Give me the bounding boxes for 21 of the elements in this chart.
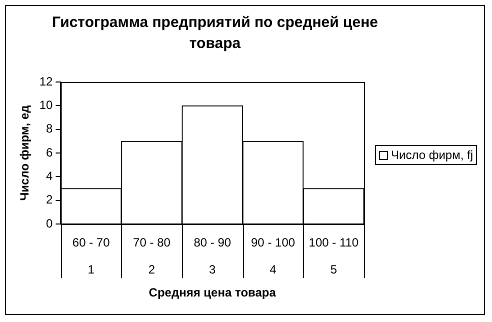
x-tick-label: 80 - 90 [194, 235, 232, 250]
y-tick-label: 0 [46, 216, 54, 230]
y-tick-label: 2 [46, 192, 54, 207]
text: Число фирм, fj [391, 148, 474, 162]
x-axis-title: Средняя цена товара [148, 285, 276, 300]
text: 5 [330, 262, 338, 276]
y-tick-label: 4 [46, 168, 54, 183]
x-tick-label: 90 - 100 [251, 235, 296, 250]
x-tick-label: 60 - 70 [72, 235, 110, 250]
text: 4 [270, 262, 277, 276]
y-tick-label: 12 [39, 74, 54, 88]
y-axis-title: Число фирм, ед [18, 104, 32, 201]
x-tick-label: 100 - 110 [308, 235, 359, 250]
text: 3 [209, 262, 216, 276]
text: 1 [88, 262, 95, 276]
chart-title: Гистограмма предприятий по средней цене товара [50, 13, 379, 54]
text: 2 [148, 262, 156, 276]
y-tick-label: 6 [46, 145, 54, 160]
y-tick-label: 8 [46, 122, 54, 136]
y-tick-label: 10 [39, 98, 54, 112]
x-tick-label: 70 - 80 [133, 235, 171, 250]
